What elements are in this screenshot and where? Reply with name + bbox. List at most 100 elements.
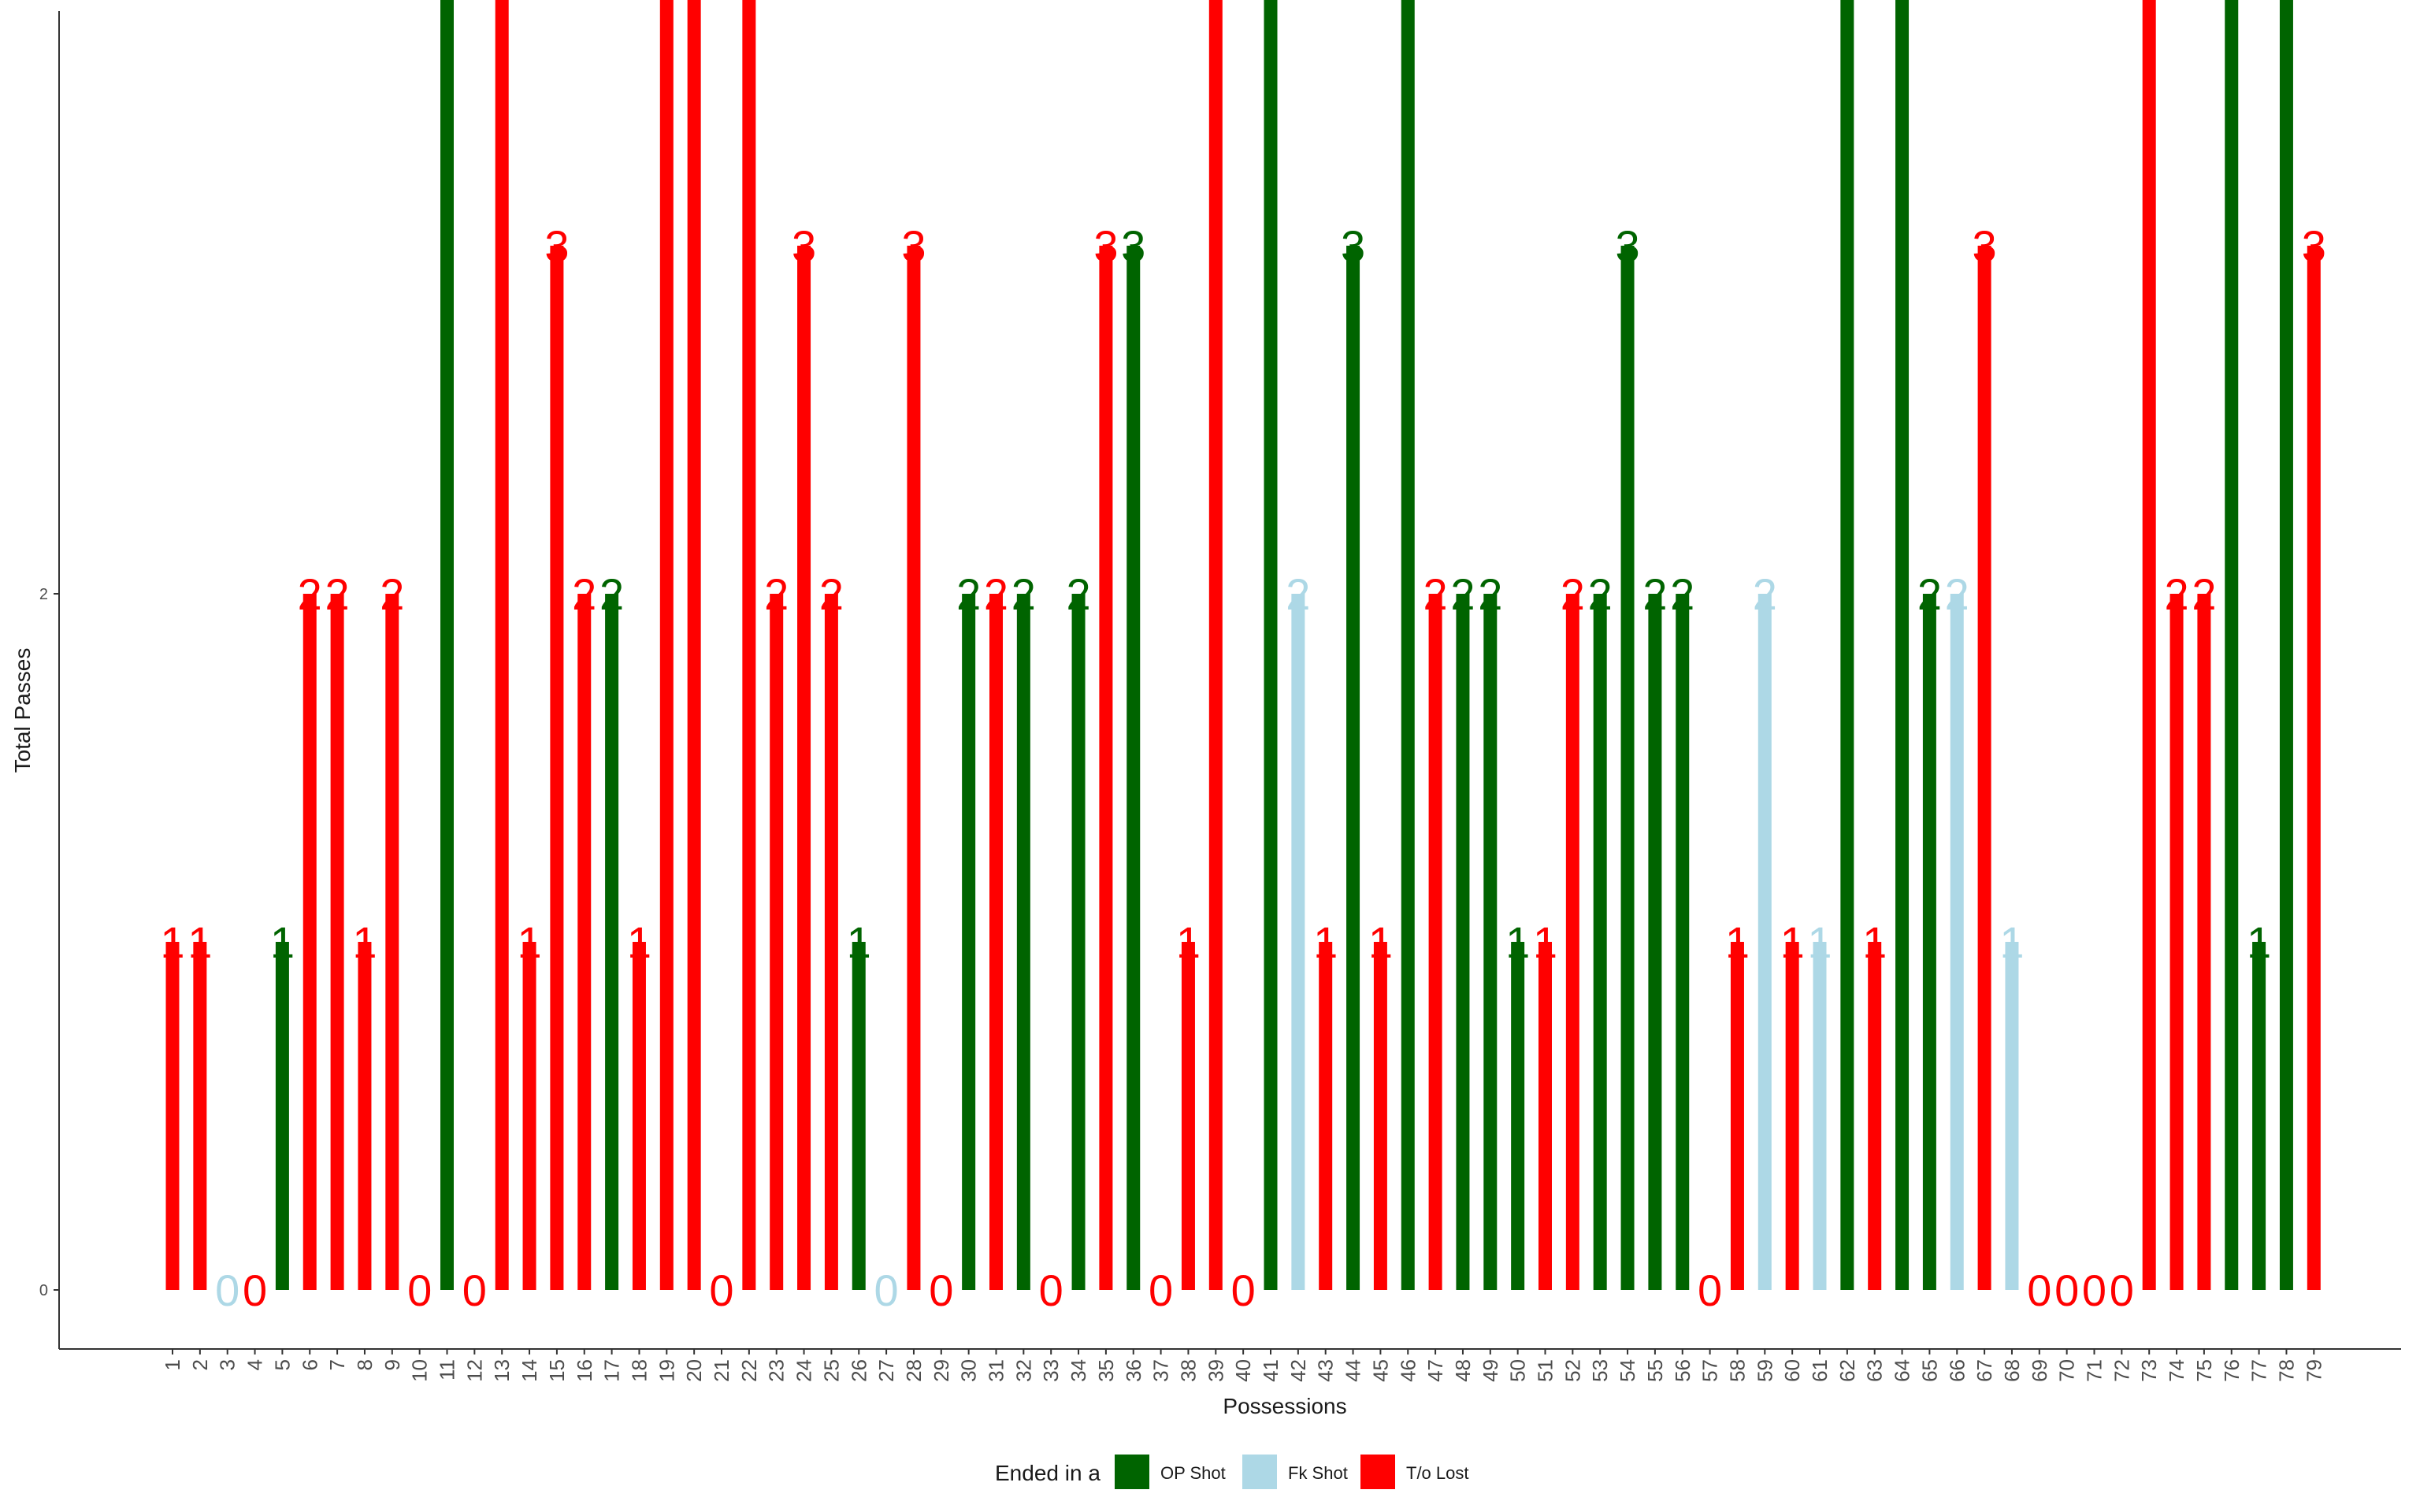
- x-tick-label: 31: [985, 1359, 1008, 1382]
- bar: [1264, 0, 1278, 1290]
- bar: [1868, 942, 1882, 1290]
- bar: [1813, 942, 1827, 1290]
- bar: [1456, 594, 1470, 1290]
- bar: [302, 594, 317, 1290]
- bar: [770, 594, 784, 1290]
- bar-value-label: 0: [709, 1266, 733, 1315]
- x-tick-label: 55: [1643, 1359, 1667, 1382]
- x-tick-label: 48: [1451, 1359, 1475, 1382]
- bar: [852, 942, 866, 1290]
- bar-value-label: 2: [1753, 569, 1777, 619]
- x-tick-label: 75: [2192, 1359, 2216, 1382]
- x-tick-label: 40: [1231, 1359, 1255, 1382]
- bar: [1565, 594, 1579, 1290]
- bar: [659, 0, 674, 1290]
- x-tick-label: 3: [216, 1359, 239, 1370]
- bar-value-label: 1: [627, 917, 651, 967]
- x-tick-label: 19: [655, 1359, 678, 1382]
- bar-value-label: 1: [1505, 917, 1530, 967]
- bar: [1676, 594, 1690, 1290]
- bar-value-label: 1: [160, 917, 184, 967]
- bar-value-label: 0: [462, 1266, 487, 1315]
- bar-value-label: 2: [1066, 569, 1090, 619]
- legend-swatch-fk: [1242, 1455, 1277, 1489]
- bar: [797, 246, 811, 1290]
- bar-value-label: 3: [901, 221, 926, 271]
- x-tick-label: 13: [490, 1359, 514, 1382]
- legend-label-to: T/o Lost: [1406, 1463, 1468, 1483]
- bar-value-label: 1: [352, 917, 377, 967]
- bar: [577, 594, 592, 1290]
- x-tick-label: 46: [1396, 1359, 1420, 1382]
- bar: [1511, 942, 1525, 1290]
- x-axis: 1 2 3 4 5 6 7 8 9 10 11 12 13 14 15 16 17 18 19 20 21 22 23 24 2…: [59, 1348, 2401, 1382]
- x-tick-label: 14: [518, 1359, 541, 1382]
- x-tick-label: 76: [2220, 1359, 2244, 1382]
- bar: [962, 594, 976, 1290]
- legend-swatch-to: [1360, 1455, 1395, 1489]
- x-tick-label: 45: [1368, 1359, 1392, 1382]
- legend: Ended in a OP Shot Fk Shot T/o Lost: [995, 1455, 1468, 1489]
- x-tick-label: 27: [874, 1359, 898, 1382]
- bar: [1428, 594, 1442, 1290]
- x-tick-label: 23: [765, 1359, 789, 1382]
- x-tick-label: 71: [2083, 1359, 2106, 1382]
- bar: [495, 0, 509, 1290]
- x-tick-label: 22: [737, 1359, 761, 1382]
- x-tick-label: 24: [792, 1359, 816, 1382]
- bar-value-label: 0: [2082, 1266, 2106, 1315]
- x-tick-label: 78: [2274, 1359, 2298, 1382]
- bar: [632, 942, 646, 1290]
- bar-value-label: 2: [1286, 569, 1310, 619]
- bar: [2225, 0, 2239, 1290]
- bar: [1977, 246, 1991, 1290]
- bar-value-label: 2: [1423, 569, 1448, 619]
- bar-value-label: 2: [1450, 569, 1475, 619]
- bar-value-label: 3: [544, 221, 569, 271]
- x-tick-label: 18: [627, 1359, 651, 1382]
- x-tick-label: 42: [1286, 1359, 1310, 1382]
- bar-value-label: 2: [1642, 569, 1667, 619]
- x-tick-label: 32: [1011, 1359, 1035, 1382]
- x-tick-label: 33: [1039, 1359, 1063, 1382]
- x-tick-label: 36: [1122, 1359, 1145, 1382]
- y-axis-title: Total Passes: [10, 648, 35, 773]
- bar: [2197, 594, 2211, 1290]
- x-tick-label: 10: [408, 1359, 432, 1382]
- bar-value-label: 1: [1368, 917, 1393, 967]
- bar: [1840, 0, 1854, 1290]
- bar-value-label: 0: [2110, 1266, 2134, 1315]
- x-tick-label: 11: [436, 1359, 459, 1380]
- bar-value-label: 1: [270, 917, 295, 967]
- x-tick-label: 26: [847, 1359, 870, 1382]
- bar-value-label: 0: [1231, 1266, 1256, 1315]
- bar-value-label: 3: [1341, 221, 1365, 271]
- bar: [989, 594, 1003, 1290]
- bar-value-label: 2: [1945, 569, 1969, 619]
- bar-value-label: 3: [1121, 221, 1145, 271]
- bar-value-label: 0: [243, 1266, 267, 1315]
- x-tick-label: 47: [1423, 1359, 1447, 1382]
- bar: [1483, 594, 1498, 1290]
- x-tick-label: 28: [902, 1359, 926, 1382]
- x-tick-label: 70: [2055, 1359, 2079, 1382]
- bar-value-label: 2: [984, 569, 1008, 619]
- bar-value-label: 0: [874, 1266, 899, 1315]
- bar-value-label: 2: [572, 569, 596, 619]
- x-tick-label: 20: [682, 1359, 706, 1382]
- bar-value-label: 2: [1478, 569, 1502, 619]
- bar: [1071, 594, 1086, 1290]
- bar: [358, 942, 372, 1290]
- legend-label-fk: Fk Shot: [1288, 1463, 1348, 1483]
- bar-value-label: 1: [1780, 917, 1805, 967]
- y-tick-label: 2: [39, 586, 48, 603]
- x-tick-label: 16: [573, 1359, 596, 1382]
- bar-value-label: 1: [1725, 917, 1750, 967]
- x-tick-label: 50: [1506, 1359, 1530, 1382]
- bar: [2307, 246, 2321, 1290]
- x-tick-label: 73: [2137, 1359, 2161, 1382]
- bar-value-label: 1: [1176, 917, 1201, 967]
- bar: [330, 594, 344, 1290]
- x-tick-label: 61: [1808, 1359, 1832, 1382]
